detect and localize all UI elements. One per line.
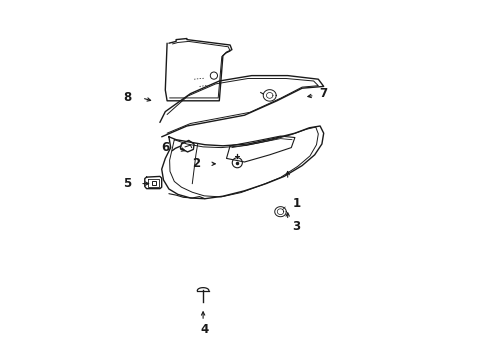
Text: 8: 8 [123,91,131,104]
Text: 2: 2 [191,157,200,170]
Text: 6: 6 [161,141,169,154]
Text: 5: 5 [123,177,131,190]
Text: 1: 1 [292,197,300,210]
Text: 4: 4 [201,323,208,336]
Text: 3: 3 [292,220,300,233]
Text: 7: 7 [319,87,327,100]
